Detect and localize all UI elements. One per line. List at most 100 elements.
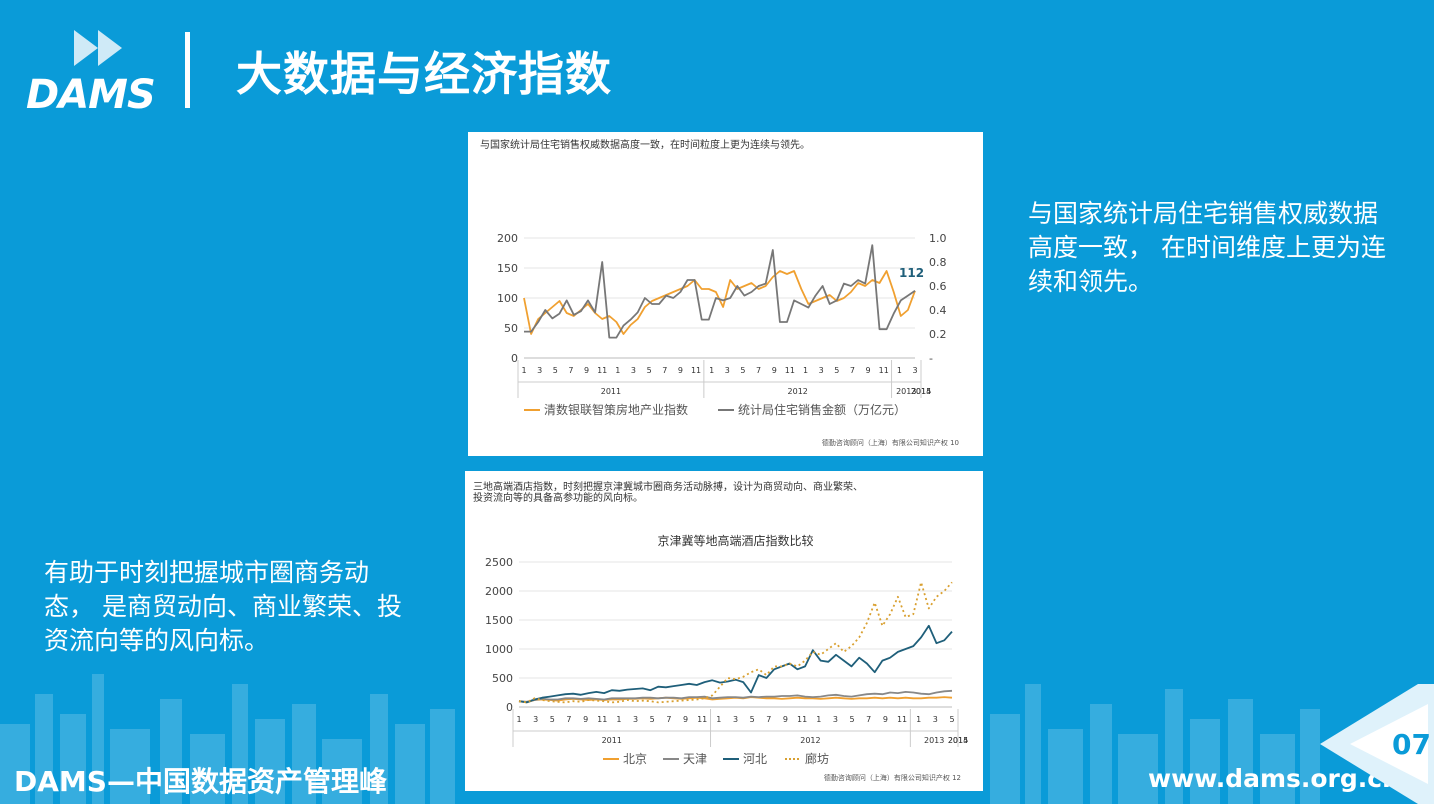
chart-1-footer: 德勤咨询顾问（上海）有限公司知识产权 10: [821, 439, 959, 447]
chart-1-x-tick-label: 3: [819, 366, 824, 375]
chart-2-x-tick-label: 11: [897, 715, 907, 724]
chart-2-x-tick-label: 3: [733, 715, 738, 724]
city-skyline-decoration: [0, 674, 1320, 804]
chart-2-x-tick-label: 1: [716, 715, 721, 724]
chart-1-y2-tick-label: 0.4: [929, 304, 947, 317]
chart-1-y-tick-label: 200: [497, 232, 518, 245]
chart-2-caption-line-2: 投资流向等的具备高参功能的风向标。: [473, 493, 643, 504]
chart-1-x-tick-label: 7: [568, 366, 573, 375]
chart-2-x-tick-label: 5: [750, 715, 755, 724]
chart-1-x-tick-label: 5: [834, 366, 839, 375]
chart-2-x-tick-label: 9: [783, 715, 788, 724]
dams-logo: DAMS: [26, 26, 166, 118]
chart-1-x-tick-label: 9: [772, 366, 777, 375]
chart-1-x-tick-label: 1: [709, 366, 714, 375]
chart-2-x-tick-label: 9: [583, 715, 588, 724]
chart-2-legend-label: 廊坊: [805, 751, 829, 766]
page-title: 大数据与经济指数: [236, 47, 612, 101]
chart-1-x-tick-label: 5: [647, 366, 652, 375]
chart-2-x-tick-label: 3: [533, 715, 538, 724]
chart-1-x-tick-label: 1: [803, 366, 808, 375]
side-text-bottom: 有助于时刻把握城市圈商务动态， 是商贸动向、商业繁荣、投资流向等的风向标。: [44, 558, 402, 655]
chart-1-x-group-label: 2012: [788, 387, 808, 396]
chart-2-x-tick-label: 5: [550, 715, 555, 724]
chart-panel-2: 三地高端酒店指数，时刻把握京津冀城市圈商务活动脉搏，设计为商贸动向、商业繁荣、 …: [465, 471, 983, 791]
chart-1-x-tick-label: 11: [879, 366, 889, 375]
chart-1-x-tick-label: 3: [725, 366, 730, 375]
chart-1-x-tick-label: 3: [631, 366, 636, 375]
chart-1-x-tick-label: 9: [866, 366, 871, 375]
chart-2-x-tick-label: 7: [566, 715, 571, 724]
chart-1-annotation: 112: [899, 266, 924, 280]
chart-1-x-tick-label: 7: [850, 366, 855, 375]
chart-1-y2-tick-label: 0.6: [929, 280, 947, 293]
chart-2-series-line-2: [518, 689, 953, 703]
chart-1-x-group-label: 2011: [601, 387, 621, 396]
chart-2-y-tick-label: 1500: [485, 614, 513, 627]
chart-1-legend-label: 统计局住宅销售金额（万亿元）: [738, 402, 906, 417]
logo-text: DAMS: [26, 72, 156, 118]
chart-2-title: 京津冀等地高端酒店指数比较: [657, 533, 813, 548]
chart-2-legend-label: 河北: [743, 752, 767, 766]
chart-2-y-tick-label: 1000: [485, 643, 513, 656]
title-divider: [185, 32, 190, 108]
chart-2-x-tick-label: 5: [949, 715, 954, 724]
chart-2-y-tick-label: 500: [492, 672, 513, 685]
page-number-arrow-icon: [1320, 684, 1434, 804]
chart-2-x-tick-label: 1: [516, 715, 521, 724]
chart-1-y2-tick-label: 0.2: [929, 328, 947, 341]
chart-2-x-tick-label: 7: [666, 715, 671, 724]
chart-panel-1: 与国家统计局住宅销售权威数据高度一致，在时间粒度上更为连续与领先。 0 50 100…: [468, 132, 983, 456]
chart-2-y-tick-label: 0: [506, 701, 513, 714]
chart-1-series-line-2: [524, 244, 916, 339]
chart-1-x-tick-label: 7: [662, 366, 667, 375]
chart-2-legend-label: 北京: [623, 752, 647, 766]
chart-1-x-group-label: 2013: [896, 387, 916, 396]
chart-2-x-tick-label: 1: [616, 715, 621, 724]
chart-1-legend-label: 清数银联智策房地产业指数: [544, 402, 688, 417]
chart-2-x-tick-label: 7: [866, 715, 871, 724]
chart-1-y-tick-label: 0: [511, 352, 518, 365]
chart-2-y-tick-label: 2000: [485, 585, 513, 598]
chart-2-x-group-label: 2012: [800, 736, 820, 745]
chart-1-x-tick-label: 1: [615, 366, 620, 375]
chart-2-x-tick-label: 11: [597, 715, 607, 724]
footer-url[interactable]: www.dams.org.cn: [1148, 764, 1400, 793]
chart-1-x-tick-label: 3: [912, 366, 917, 375]
chart-1-caption: 与国家统计局住宅销售权威数据高度一致，在时间粒度上更为连续与领先。: [480, 140, 810, 151]
footer-left-text: DAMS—中国数据资产管理峰: [14, 765, 387, 798]
chart-1-y2-tick-label: 1.0: [929, 232, 947, 245]
chart-1-x-tick-label: 11: [691, 366, 701, 375]
chart-2-x-tick-label: 7: [766, 715, 771, 724]
chart-2-footer: 德勤咨询顾问（上海）有限公司知识产权 12: [823, 774, 961, 782]
chart-2-x-tick-label: 11: [697, 715, 707, 724]
chart-1-x-tick-label: 1: [897, 366, 902, 375]
chart-2-caption-line-1: 三地高端酒店指数，时刻把握京津冀城市圈商务活动脉搏，设计为商贸动向、商业繁荣、: [473, 482, 863, 493]
chart-2-x-tick-label: 5: [850, 715, 855, 724]
chart-2-series-line-3: [518, 624, 953, 704]
chart-2-x-tick-label: 3: [633, 715, 638, 724]
chart-1-x-tick-label: 1: [521, 366, 526, 375]
chart-1-x-tick-label: 9: [678, 366, 683, 375]
chart-2-x-tick-label: 9: [883, 715, 888, 724]
chart-2-x-tick-label: 3: [933, 715, 938, 724]
chart-1-x-tick-label: 5: [553, 366, 558, 375]
page-number: 07: [1392, 728, 1431, 761]
chart-1-y-tick-label: 50: [504, 322, 518, 335]
chart-1-y-tick-label: 100: [497, 292, 518, 305]
chart-2-x-group-label: 2011: [602, 736, 622, 745]
chart-2-x-tick-label: 3: [833, 715, 838, 724]
chart-1-x-tick-label: 5: [740, 366, 745, 375]
chart-1-x-tick-label: 3: [537, 366, 542, 375]
chart-1-x-tick-label: 11: [785, 366, 795, 375]
chart-1-x-tick-label: 7: [756, 366, 761, 375]
chart-2-x-group-label: 2013: [924, 736, 944, 745]
chart-2-x-tick-label: 11: [797, 715, 807, 724]
chart-2-x-tick-label: 1: [916, 715, 921, 724]
chart-2-x-tick-label: 1: [816, 715, 821, 724]
chart-1-x-tick-label: 11: [597, 366, 607, 375]
chart-1-x-tick-label: 9: [584, 366, 589, 375]
chart-2-legend-label: 天津: [683, 752, 707, 766]
